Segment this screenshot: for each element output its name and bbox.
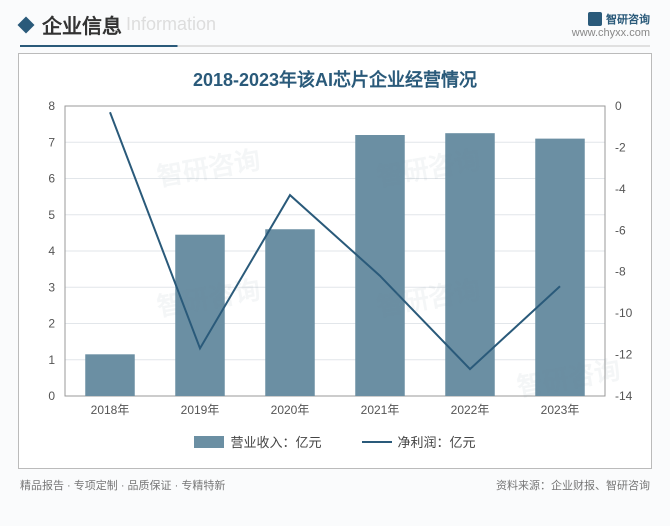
legend-bar-item: 营业收入：亿元: [194, 432, 321, 451]
legend-line-label: 净利润：亿元: [398, 432, 476, 451]
header-right: 智研咨询 www.chyxx.com: [572, 11, 650, 39]
svg-text:0: 0: [615, 99, 622, 113]
header-left: 企业信息 Information: [20, 10, 216, 39]
svg-text:4: 4: [48, 244, 55, 258]
header-underline: [20, 45, 650, 47]
chart-legend: 营业收入：亿元 净利润：亿元: [19, 426, 651, 457]
legend-bar-icon: [194, 436, 224, 448]
svg-text:0: 0: [48, 389, 55, 403]
footer-right: 资料来源：企业财报、智研咨询: [496, 477, 650, 493]
svg-text:3: 3: [48, 280, 55, 294]
legend-line-item: 净利润：亿元: [362, 432, 476, 451]
svg-text:2022年: 2022年: [451, 403, 490, 417]
legend-bar-label: 营业收入：亿元: [230, 432, 321, 451]
chart-svg: 012345678-14-12-10-8-6-4-202018年2019年202…: [19, 96, 651, 426]
svg-text:2023年: 2023年: [541, 403, 580, 417]
svg-text:2020年: 2020年: [271, 403, 310, 417]
brand-logo-icon: [588, 12, 602, 26]
chart-title: 2018-2023年该AI芯片企业经营情况: [19, 54, 651, 96]
page-footer: 精品报告 · 专项定制 · 品质保证 · 专精特新 资料来源：企业财报、智研咨询: [0, 473, 670, 497]
svg-text:1: 1: [48, 353, 55, 367]
brand-block: 智研咨询: [572, 11, 650, 27]
svg-text:-14: -14: [615, 389, 633, 403]
svg-text:-10: -10: [615, 306, 633, 320]
svg-text:5: 5: [48, 208, 55, 222]
section-title: 企业信息: [42, 10, 122, 39]
svg-text:智研咨询: 智研咨询: [155, 144, 263, 192]
svg-text:-4: -4: [615, 182, 626, 196]
brand-url: www.chyxx.com: [572, 27, 650, 39]
legend-line-icon: [362, 441, 392, 443]
svg-text:-6: -6: [615, 223, 626, 237]
svg-text:-8: -8: [615, 265, 626, 279]
svg-text:7: 7: [48, 135, 55, 149]
svg-text:2018年: 2018年: [91, 403, 130, 417]
svg-text:6: 6: [48, 172, 55, 186]
brand-name: 智研咨询: [606, 11, 650, 27]
section-title-en: Information: [126, 14, 216, 35]
footer-left: 精品报告 · 专项定制 · 品质保证 · 专精特新: [20, 477, 225, 493]
svg-text:2021年: 2021年: [361, 403, 400, 417]
chart-container: 2018-2023年该AI芯片企业经营情况 012345678-14-12-10…: [18, 53, 652, 469]
svg-text:8: 8: [48, 99, 55, 113]
diamond-icon: [18, 16, 35, 33]
page-header: 企业信息 Information 智研咨询 www.chyxx.com: [0, 0, 670, 45]
svg-text:2019年: 2019年: [181, 403, 220, 417]
svg-text:2: 2: [48, 317, 55, 331]
svg-text:-2: -2: [615, 140, 626, 154]
